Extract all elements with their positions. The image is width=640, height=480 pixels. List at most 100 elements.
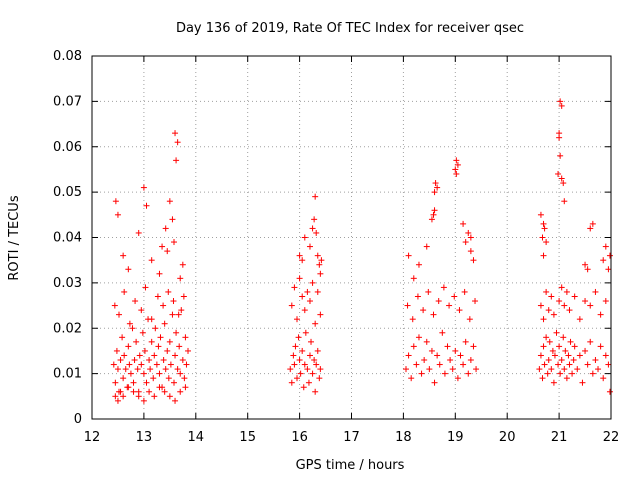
data-point [166, 198, 173, 205]
data-point [467, 357, 474, 364]
data-point [120, 393, 127, 400]
y-tick-label: 0.02 [53, 321, 82, 336]
data-point [301, 361, 308, 368]
data-point [148, 316, 155, 323]
data-point [449, 366, 456, 373]
data-point [470, 343, 477, 350]
data-point [467, 248, 474, 255]
data-point [440, 284, 447, 291]
data-point [292, 343, 299, 350]
data-point [288, 302, 295, 309]
data-point [152, 325, 159, 332]
data-point [117, 388, 124, 395]
data-point [453, 157, 460, 164]
data-point [402, 366, 409, 373]
data-point [550, 379, 557, 386]
data-point [551, 352, 558, 359]
data-point [304, 366, 311, 373]
data-point [171, 379, 178, 386]
data-point [317, 270, 324, 277]
data-point [558, 102, 565, 109]
data-point [556, 343, 563, 350]
data-point [602, 298, 609, 305]
data-point [140, 184, 147, 191]
data-point [171, 239, 178, 246]
data-point [563, 375, 570, 382]
data-point [173, 157, 180, 164]
data-point [563, 288, 570, 295]
data-point [582, 298, 589, 305]
data-point [566, 307, 573, 314]
data-point [556, 134, 563, 141]
data-point [140, 397, 147, 404]
data-point [567, 338, 574, 345]
data-point [592, 357, 599, 364]
data-point [140, 370, 147, 377]
data-point [584, 266, 591, 273]
data-point [405, 252, 412, 259]
data-point [132, 298, 139, 305]
data-point [113, 347, 120, 354]
y-tick-label: 0.07 [53, 94, 82, 109]
data-point [420, 307, 427, 314]
x-tick-label: 13 [136, 430, 153, 445]
data-point [166, 338, 173, 345]
y-tick-label: 0 [74, 412, 82, 427]
data-point [156, 270, 163, 277]
data-point [415, 334, 422, 341]
data-point [172, 130, 179, 137]
data-point [597, 343, 604, 350]
data-point [306, 298, 313, 305]
data-point [172, 352, 179, 359]
x-tick-label: 14 [188, 430, 205, 445]
data-point [138, 307, 145, 314]
data-point [177, 388, 184, 395]
data-point [574, 366, 581, 373]
data-point [587, 225, 594, 232]
data-point [410, 343, 417, 350]
data-point [435, 298, 442, 305]
data-point [130, 379, 137, 386]
data-point [159, 243, 166, 250]
data-point [562, 347, 569, 354]
data-point [539, 375, 546, 382]
y-axis-label: ROTI / TECUs [7, 195, 22, 280]
data-point [409, 316, 416, 323]
y-tick-label: 0.01 [53, 367, 82, 382]
data-point [418, 370, 425, 377]
data-point [451, 293, 458, 300]
data-point [555, 361, 562, 368]
data-point [156, 384, 163, 391]
data-point [162, 366, 169, 373]
data-point [431, 379, 438, 386]
data-point [312, 320, 319, 327]
data-point [165, 375, 172, 382]
data-point [454, 375, 461, 382]
data-point [294, 316, 301, 323]
data-point [314, 252, 321, 259]
data-point [156, 370, 163, 377]
data-point [154, 293, 161, 300]
data-point [561, 302, 568, 309]
data-point [431, 189, 438, 196]
data-point [571, 343, 578, 350]
data-point [544, 370, 551, 377]
data-point [301, 234, 308, 241]
data-point [313, 229, 320, 236]
data-point [125, 266, 132, 273]
data-point [177, 370, 184, 377]
data-point [114, 366, 121, 373]
data-point [428, 347, 435, 354]
data-point [174, 366, 181, 373]
data-point [135, 229, 142, 236]
data-point [309, 279, 316, 286]
data-point [557, 370, 564, 377]
data-point [296, 252, 303, 259]
data-point [558, 175, 565, 182]
data-point [148, 257, 155, 264]
data-point [121, 352, 128, 359]
data-point [120, 375, 127, 382]
data-point [185, 347, 192, 354]
data-point [121, 288, 128, 295]
